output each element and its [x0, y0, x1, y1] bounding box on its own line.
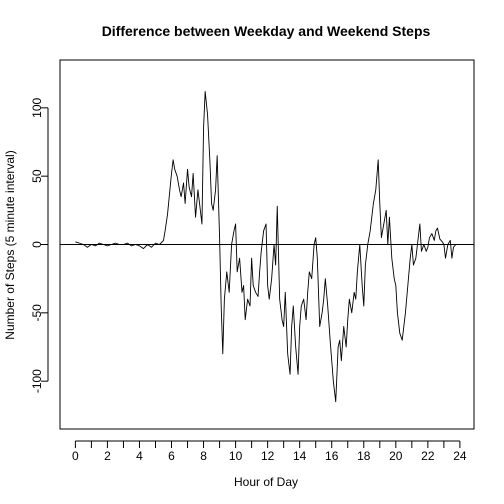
x-axis: 0 2 4 6 8 10 12 14 16 18 20 22 24: [72, 440, 467, 463]
x-tick-label: 10: [229, 449, 243, 463]
chart-title: Difference between Weekday and Weekend S…: [102, 23, 431, 39]
y-tick-label: 50: [30, 169, 44, 183]
x-tick-label: 4: [136, 449, 143, 463]
x-tick-label: 12: [261, 449, 275, 463]
y-tick-label: 100: [30, 98, 44, 118]
x-tick-label: 22: [421, 449, 435, 463]
x-tick-label: 0: [72, 449, 79, 463]
x-tick-label: 18: [357, 449, 371, 463]
x-tick-label: 8: [200, 449, 207, 463]
y-tick-label: 0: [30, 241, 44, 248]
x-axis-title: Hour of Day: [234, 475, 298, 489]
x-tick-label: 24: [453, 449, 467, 463]
x-tick-label: 14: [293, 449, 307, 463]
series-group: [75, 90, 457, 403]
x-tick-label: 16: [325, 449, 339, 463]
y-tick-label: -100: [30, 369, 44, 393]
x-tick-label: 2: [104, 449, 111, 463]
series-line: [75, 90, 457, 403]
y-axis-title: Number of Steps (5 minute interval): [3, 150, 17, 339]
x-tick-label: 6: [168, 449, 175, 463]
x-tick-label: 20: [389, 449, 403, 463]
y-tick-label: -50: [30, 304, 44, 322]
y-axis: -100 -50 0 50 100: [30, 98, 49, 393]
